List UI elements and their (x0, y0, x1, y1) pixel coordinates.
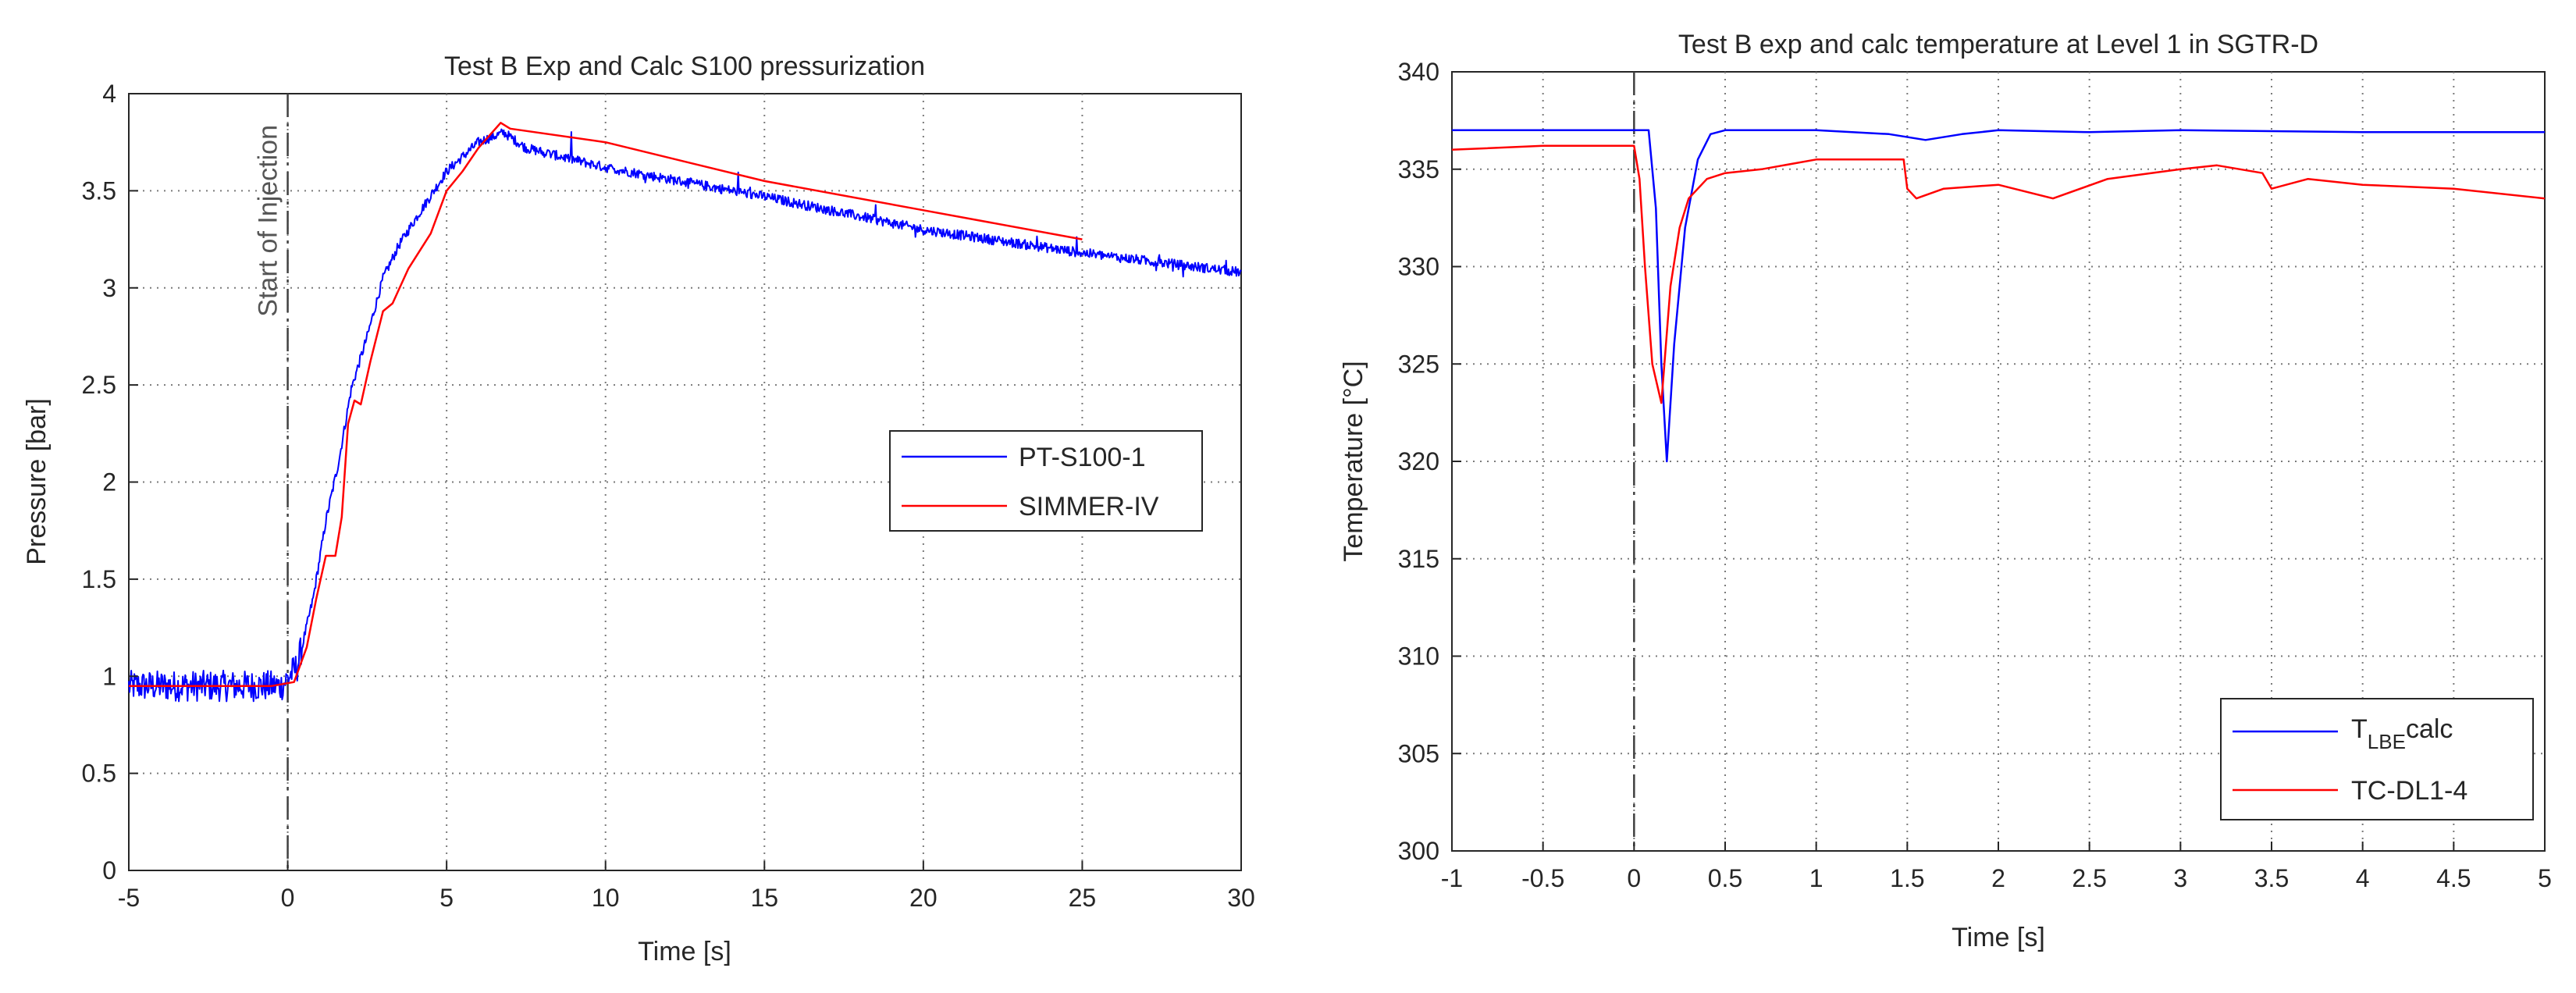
pressure-y-ticks: 0 0.5 1 1.5 2 2.5 3 3.5 4 (82, 80, 138, 884)
y-tick-label: 4 (102, 80, 116, 108)
y-tick-label: 2 (102, 468, 116, 496)
series-line-simmer-iv (129, 122, 1083, 687)
y-tick-label: 315 (1398, 545, 1439, 573)
x-tick-label: 1 (1809, 864, 1823, 892)
temperature-legend-box (2220, 698, 2534, 820)
y-tick-label: 335 (1398, 155, 1439, 183)
pressure-x-axis-label: Time [s] (638, 937, 731, 966)
y-tick-label: 310 (1398, 642, 1439, 671)
x-tick-label: -0.5 (1521, 864, 1564, 892)
x-tick-label: 20 (909, 884, 938, 912)
y-tick-label: 0.5 (82, 760, 116, 788)
series-line-tc-dl1-4 (1451, 144, 2546, 404)
temperature-legend: TLBEcalc TC-DL1-4 (2220, 698, 2534, 820)
x-tick-label: 1.5 (1890, 864, 1924, 892)
y-tick-label: 3.5 (82, 176, 116, 205)
x-tick-label: 0 (281, 884, 295, 912)
pressure-chart-title: Test B Exp and Calc S100 pressurization (444, 52, 925, 81)
temperature-x-ticks: -1 -0.5 0 0.5 1 1.5 2 2.5 3 3.5 4 4.5 5 (1441, 842, 2552, 892)
legend-label-tlbe-calc: TLBEcalc (2351, 714, 2453, 753)
y-tick-label: 3 (102, 274, 116, 302)
pressure-legend: PT-S100-1 SIMMER-IV (889, 430, 1203, 532)
x-tick-label: -5 (118, 884, 140, 912)
pressure-series (128, 122, 1242, 703)
y-tick-label: 305 (1398, 739, 1439, 767)
y-tick-label: 325 (1398, 350, 1439, 378)
pressure-y-axis-label: Pressure [bar] (22, 398, 52, 565)
legend-label-tc-dl1-4: TC-DL1-4 (2351, 776, 2467, 806)
temperature-chart-title: Test B exp and calc temperature at Level… (1678, 30, 2318, 59)
x-tick-label: 3 (2173, 864, 2187, 892)
x-tick-label: 4.5 (2436, 864, 2471, 892)
y-tick-label: 2.5 (82, 371, 116, 399)
start-of-injection-label: Start of Injection (254, 125, 283, 317)
legend-label-tlbe-sub: LBE (2368, 730, 2406, 753)
x-tick-label: 0.5 (1708, 864, 1742, 892)
x-tick-label: 25 (1069, 884, 1097, 912)
x-tick-label: 3.5 (2254, 864, 2289, 892)
temperature-series (1451, 129, 2546, 463)
pressure-chart: Start of Injection -5 0 5 10 15 20 25 30 00.511… (22, 52, 1255, 966)
temperature-y-ticks: 300 305 310 315 320 325 330 335 340 (1398, 58, 1461, 865)
temperature-y-axis-label: Temperature [°C] (1339, 361, 1368, 561)
x-tick-label: 2 (1991, 864, 2005, 892)
series-line-t-lbe-calc (1452, 129, 2545, 463)
legend-label-simmer-iv: SIMMER-IV (1019, 492, 1159, 521)
y-tick-label: 0 (102, 856, 116, 884)
y-tick-label: 1.5 (82, 565, 116, 593)
legend-label-tlbe-main: T (2351, 714, 2368, 744)
y-tick-label: 330 (1398, 253, 1439, 281)
temperature-x-axis-label: Time [s] (1952, 923, 2045, 952)
series-line-pt-s100-1 (128, 128, 1242, 703)
x-tick-label: 2.5 (2072, 864, 2106, 892)
y-tick-label: 340 (1398, 58, 1439, 86)
legend-label-pt-s100-1: PT-S100-1 (1019, 443, 1146, 472)
temperature-chart: -1 -0.5 0 0.5 1 1.5 2 2.5 3 3.5 4 4.5 5 300 305 310 315… (1339, 30, 2552, 952)
pressure-x-ticks: -5 0 5 10 15 20 25 30 (118, 861, 1255, 912)
x-tick-label: 10 (592, 884, 620, 912)
pressure-grid (129, 94, 1241, 870)
x-tick-label: 5 (439, 884, 454, 912)
legend-label-tlbe-suffix: calc (2406, 714, 2453, 744)
x-tick-label: 15 (750, 884, 778, 912)
x-tick-label: -1 (1441, 864, 1463, 892)
x-tick-label: 0 (1627, 864, 1641, 892)
pressure-legend-box (889, 430, 1203, 532)
y-tick-label: 300 (1398, 837, 1439, 865)
x-tick-label: 30 (1227, 884, 1255, 912)
x-tick-label: 4 (2356, 864, 2370, 892)
x-tick-label: 5 (2538, 864, 2552, 892)
y-tick-label: 320 (1398, 447, 1439, 475)
y-tick-label: 1 (102, 662, 116, 690)
